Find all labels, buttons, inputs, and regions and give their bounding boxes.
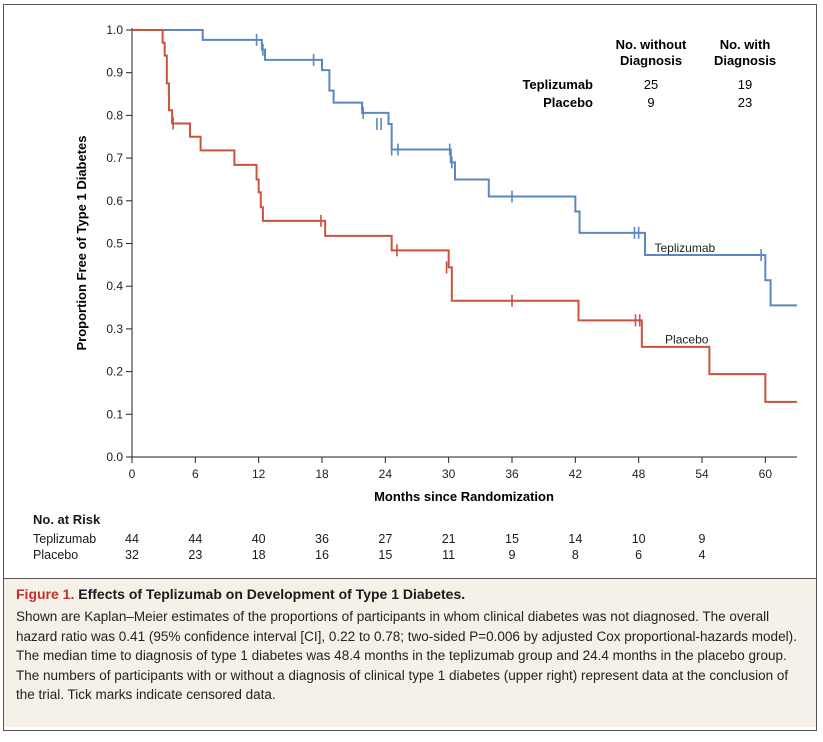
diag-row-label: Placebo (543, 95, 593, 110)
figure-label: Figure 1. (16, 586, 75, 602)
risk-cell: 15 (378, 548, 393, 562)
x-tick-label: 54 (695, 467, 709, 481)
risk-table-title: No. at Risk (33, 512, 101, 527)
diag-value: 19 (738, 77, 752, 92)
x-tick-label: 48 (632, 467, 646, 481)
caption-heading: Effects of Teplizumab on Development of … (78, 586, 466, 602)
y-tick-label: 0.9 (106, 66, 123, 80)
risk-cell: 32 (125, 548, 139, 562)
series-line-teplizumab (132, 29, 797, 307)
risk-cell: 6 (635, 548, 643, 562)
caption-text: Shown are Kaplan–Meier estimates of the … (16, 609, 797, 702)
x-tick-label: 18 (315, 467, 329, 481)
diag-value: 9 (647, 95, 654, 110)
diag-col1-header-line2: Diagnosis (620, 53, 682, 68)
y-tick-label: 0.1 (106, 407, 123, 421)
y-tick-label: 0.7 (106, 151, 123, 165)
risk-row-label: Placebo (33, 548, 79, 562)
x-tick-label: 24 (379, 467, 393, 481)
caption-title: Figure 1. Effects of Teplizumab on Devel… (16, 586, 804, 602)
risk-cell: 8 (571, 548, 579, 562)
diag-row-label: Teplizumab (522, 77, 593, 92)
risk-cell: 40 (251, 532, 266, 546)
x-tick-label: 36 (505, 467, 519, 481)
diagnosis-values: 25 19 9 23 (644, 77, 752, 110)
y-tick-label: 0.6 (106, 194, 123, 208)
risk-cell: 16 (315, 548, 329, 562)
risk-cell: 18 (251, 548, 266, 562)
x-tick-label: 42 (569, 467, 583, 481)
risk-cell: 44 (125, 532, 139, 546)
y-tick-label: 0.4 (106, 279, 123, 293)
risk-cell: 27 (378, 532, 393, 546)
chart-series (132, 29, 797, 403)
risk-cell: 10 (631, 532, 646, 546)
x-tick-label: 12 (252, 467, 266, 481)
x-axis-label: Months since Randomization (374, 489, 554, 504)
diagnosis-table: No. without Diagnosis No. with Diagnosis… (522, 37, 776, 110)
risk-cell: 9 (698, 532, 706, 546)
risk-cell: 9 (508, 548, 516, 562)
y-tick-label: 1.0 (106, 23, 123, 37)
diag-value: 23 (738, 95, 752, 110)
diag-col2-header-line1: No. with (720, 37, 771, 52)
risk-cell: 15 (505, 532, 519, 546)
y-tick-label: 0.5 (106, 237, 123, 251)
y-axis-label: Proportion Free of Type 1 Diabetes (74, 135, 89, 350)
series-label-teplizumab: Teplizumab (655, 241, 716, 255)
x-tick-label: 0 (129, 467, 136, 481)
x-tick-label: 6 (192, 467, 199, 481)
x-tick-label: 60 (759, 467, 773, 481)
y-tick-label: 0.8 (106, 108, 123, 122)
risk-table: No. at Risk Teplizumab Placebo 44 44 40 36 2… (33, 512, 793, 572)
risk-cell: 36 (315, 532, 329, 546)
figure-caption: Figure 1. Effects of Teplizumab on Devel… (4, 578, 816, 727)
risk-cell: 11 (442, 548, 456, 562)
risk-cell: 23 (188, 548, 203, 562)
diag-col2-header-line2: Diagnosis (714, 53, 776, 68)
diag-value: 25 (644, 77, 658, 92)
series-line-placebo (132, 29, 797, 403)
risk-cell: 4 (698, 548, 706, 562)
y-tick-label: 0.3 (106, 322, 123, 336)
diag-col1-header-line1: No. without (616, 37, 687, 52)
risk-row-label: Teplizumab (33, 532, 97, 546)
risk-cell: 21 (441, 532, 456, 546)
risk-cell: 44 (188, 532, 203, 546)
y-tick-label: 0.0 (106, 450, 123, 464)
y-tick-label: 0.2 (106, 365, 123, 379)
series-label-placebo: Placebo (665, 333, 709, 347)
chart-axes: 0.0 0.1 0.2 0.3 0.4 0.5 0.6 0.7 0.8 0.9 1.0 0 6 12 18 2… (106, 23, 797, 481)
risk-cell: 14 (568, 532, 583, 546)
x-tick-label: 30 (442, 467, 456, 481)
